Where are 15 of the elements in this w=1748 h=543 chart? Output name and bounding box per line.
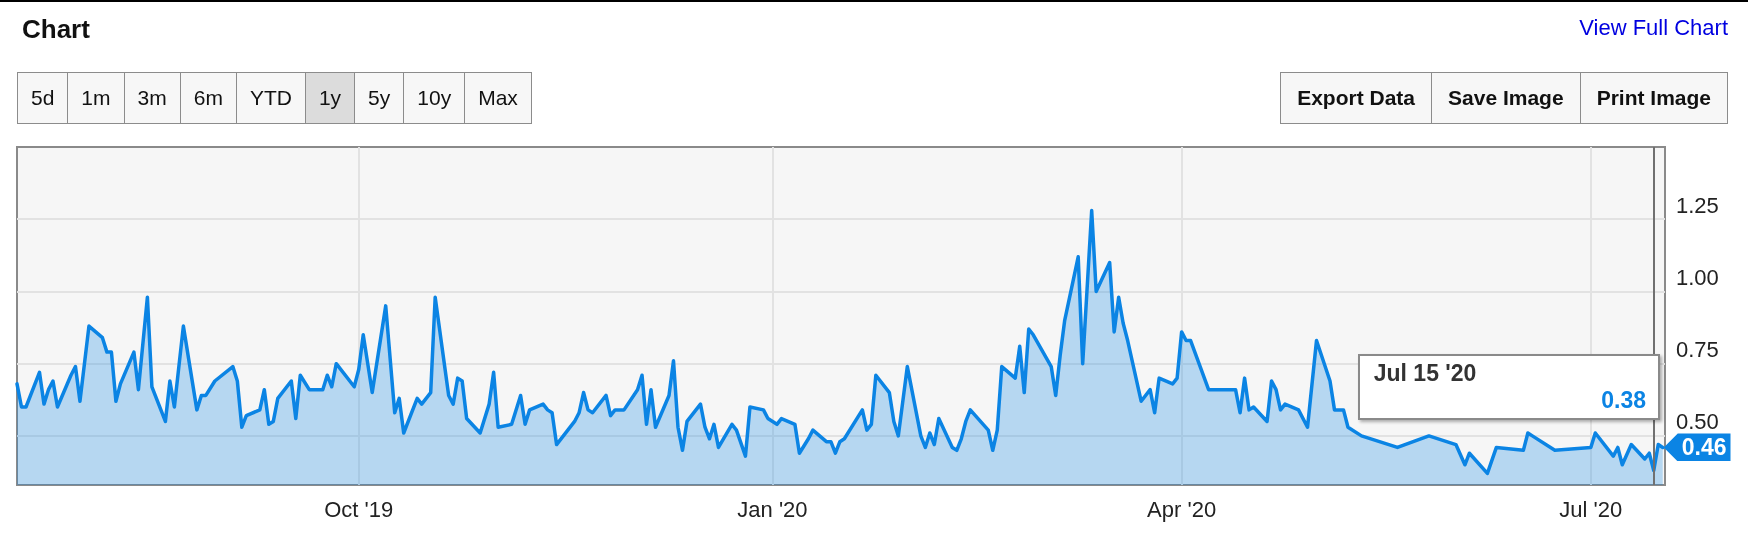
button: 1y xyxy=(304,73,355,123)
y-tick-label: 1.00 xyxy=(1676,264,1719,290)
value-tag: 0.46 xyxy=(1663,433,1731,462)
annotation: Jul 15 '20 xyxy=(1373,360,1478,387)
y-tick-label: 0.50 xyxy=(1676,409,1719,435)
y-tick-label: 1.25 xyxy=(1676,192,1719,218)
x-tick-label: Apr '20 xyxy=(1147,496,1217,522)
tooltip-box: Jul 15 '20 0.38 xyxy=(1357,354,1660,420)
annotation: 0.38 xyxy=(1600,387,1646,414)
y-tick-label: 0.75 xyxy=(1676,337,1719,363)
x-tick-label: Oct '19 xyxy=(324,496,394,522)
chart-title: Chart xyxy=(22,14,91,44)
x-tick-label: Jul '20 xyxy=(1559,496,1623,522)
text: View Full Chart xyxy=(1579,15,1728,41)
x-tick-label: Jan '20 xyxy=(737,496,808,522)
